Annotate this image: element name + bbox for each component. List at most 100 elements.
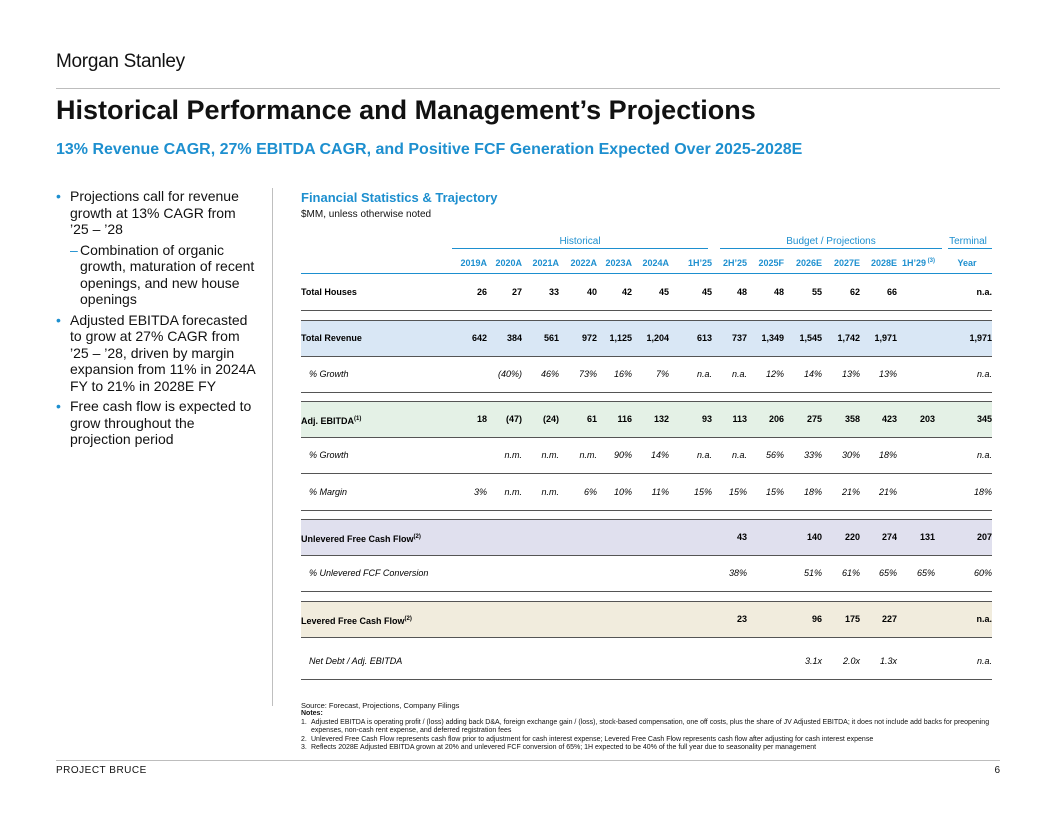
table-cell: n.a. bbox=[696, 369, 712, 379]
note-3: 3. Reflects 2028E Adjusted EBITDA grown a… bbox=[301, 744, 991, 753]
row-spacer bbox=[301, 310, 992, 321]
table-cell: 18% bbox=[973, 487, 992, 497]
table-cell: 56% bbox=[765, 450, 784, 460]
table-cell: n.a. bbox=[976, 614, 992, 624]
row-label: Net Debt / Adj. EBITDA bbox=[309, 656, 403, 666]
table-cell: 1.3x bbox=[879, 656, 897, 666]
footer-divider bbox=[56, 760, 1000, 761]
table-cell: 175 bbox=[844, 614, 860, 624]
table-cell: 12% bbox=[765, 369, 784, 379]
bullet-revenue: Projections call for revenue growth at 1… bbox=[56, 188, 256, 238]
table-cell: 116 bbox=[617, 414, 632, 424]
table-cell: 93 bbox=[701, 414, 712, 424]
table-cell: 13% bbox=[841, 369, 860, 379]
table-cell: 14% bbox=[650, 450, 669, 460]
table-cell: 48 bbox=[773, 287, 784, 297]
table-cell: 61 bbox=[586, 414, 597, 424]
table-cell: n.a. bbox=[696, 450, 712, 460]
table-cell: 1,971 bbox=[874, 333, 897, 343]
table-cell: 45 bbox=[701, 287, 712, 297]
column-header: 2023A bbox=[605, 258, 632, 268]
column-header: Year bbox=[957, 258, 977, 268]
column-header: 2024A bbox=[642, 258, 669, 268]
table-cell: 3% bbox=[473, 487, 487, 497]
table-cell: 275 bbox=[806, 414, 822, 424]
column-header: 1H’29 (3) bbox=[901, 258, 935, 268]
note-2: 2. Unlevered Free Cash Flow represents ca… bbox=[301, 736, 991, 745]
table-cell: 23 bbox=[736, 614, 747, 624]
table-title: Financial Statistics & Trajectory bbox=[301, 190, 498, 205]
table-cell: 16% bbox=[613, 369, 632, 379]
table-cell: 3.1x bbox=[804, 656, 822, 666]
column-header: 2028E bbox=[870, 258, 897, 268]
table-cell: n.a. bbox=[976, 369, 992, 379]
table-cell: 15% bbox=[765, 487, 784, 497]
row-label-footnote: (2) bbox=[404, 616, 412, 622]
table-cell: 21% bbox=[841, 487, 860, 497]
page-number: 6 bbox=[994, 765, 1000, 776]
column-divider bbox=[272, 188, 273, 706]
table-cell: 1,742 bbox=[837, 333, 860, 343]
table-cell: 43 bbox=[736, 532, 747, 542]
table-cell: 11% bbox=[651, 487, 669, 497]
table-cell: 51% bbox=[803, 568, 822, 578]
row-spacer bbox=[301, 591, 992, 602]
table-row: % Growth (40%) 46% 73% 16% 7% n.a. n.a. 12% 14% 13… bbox=[301, 356, 992, 393]
table-cell: 13% bbox=[878, 369, 897, 379]
table-row: Total Revenue 642 384 561 972 1,125 1,204 613 73… bbox=[301, 320, 992, 357]
table-cell: n.m. bbox=[541, 450, 559, 460]
table-cell: 10% bbox=[613, 487, 632, 497]
table-cell: n.m. bbox=[504, 450, 522, 460]
row-label: Total Houses bbox=[301, 287, 357, 297]
table-cell: 90% bbox=[613, 450, 632, 460]
table-row: Net Debt / Adj. EBITDA 3.1x 2.0x 1.3x n.a. bbox=[301, 643, 992, 680]
source-line: Source: Forecast, Projections, Company F… bbox=[301, 701, 460, 710]
column-header: 2H’25 bbox=[722, 258, 747, 268]
column-header: 1H’25 bbox=[687, 258, 712, 268]
note-1-number: 1. bbox=[301, 718, 307, 726]
table-cell: 737 bbox=[731, 333, 747, 343]
table-row: % Margin 3% n.m. n.m. 6% 10% 11% 15% 15% 15% 18% 21… bbox=[301, 474, 992, 511]
table-cell: 33 bbox=[548, 287, 559, 297]
table-cell: 42 bbox=[621, 287, 632, 297]
table-cell: 972 bbox=[581, 333, 597, 343]
table-cell: 18 bbox=[476, 414, 487, 424]
table-cell: n.a. bbox=[976, 287, 992, 297]
table-cell: 140 bbox=[806, 532, 822, 542]
note-1-text: Adjusted EBITDA is operating profit / (l… bbox=[311, 718, 990, 735]
table-cell: 30% bbox=[841, 450, 860, 460]
sub-bullet-growth-drivers: Combination of organic growth, maturatio… bbox=[56, 242, 256, 308]
table-cell: 27 bbox=[511, 287, 522, 297]
table-cell: 423 bbox=[881, 414, 897, 424]
row-label: Adj. EBITDA(1) bbox=[301, 416, 362, 426]
note-2-number: 2. bbox=[301, 735, 307, 743]
table-cell: n.a. bbox=[976, 656, 992, 666]
table-cell: 561 bbox=[543, 333, 559, 343]
table-cell: n.m. bbox=[579, 450, 597, 460]
table-cell: n.m. bbox=[541, 487, 559, 497]
group-historical: Historical bbox=[559, 236, 601, 247]
table-cell: 18% bbox=[803, 487, 822, 497]
row-spacer bbox=[301, 391, 992, 402]
group-terminal-rule bbox=[948, 248, 992, 249]
table-row: Levered Free Cash Flow(2) 23 96 175 227 n.a. bbox=[301, 601, 992, 638]
table-cell: (40%) bbox=[497, 369, 522, 379]
table-row: Unlevered Free Cash Flow(2) 43 140 220 274 13… bbox=[301, 519, 992, 556]
table-cell: 15% bbox=[728, 487, 747, 497]
table-cell: 132 bbox=[653, 414, 669, 424]
table-cell: 7% bbox=[655, 369, 669, 379]
table-cell: 274 bbox=[881, 532, 897, 542]
group-budget: Budget / Projections bbox=[786, 236, 876, 247]
table-cell: 38% bbox=[728, 568, 747, 578]
table-cell: 345 bbox=[976, 414, 992, 424]
table-cell: 26 bbox=[476, 287, 487, 297]
table-cell: 46% bbox=[540, 369, 559, 379]
table-cell: (24) bbox=[542, 414, 559, 424]
note-2-text: Unlevered Free Cash Flow represents cash… bbox=[311, 735, 874, 743]
table-cell: 65% bbox=[916, 568, 935, 578]
table-cell: 55 bbox=[811, 287, 822, 297]
row-label: % Margin bbox=[309, 487, 348, 497]
table-cell: n.a. bbox=[731, 450, 747, 460]
table-cell: 203 bbox=[919, 414, 935, 424]
bullet-ebitda: Adjusted EBITDA forecasted to grow at 27… bbox=[56, 312, 256, 395]
